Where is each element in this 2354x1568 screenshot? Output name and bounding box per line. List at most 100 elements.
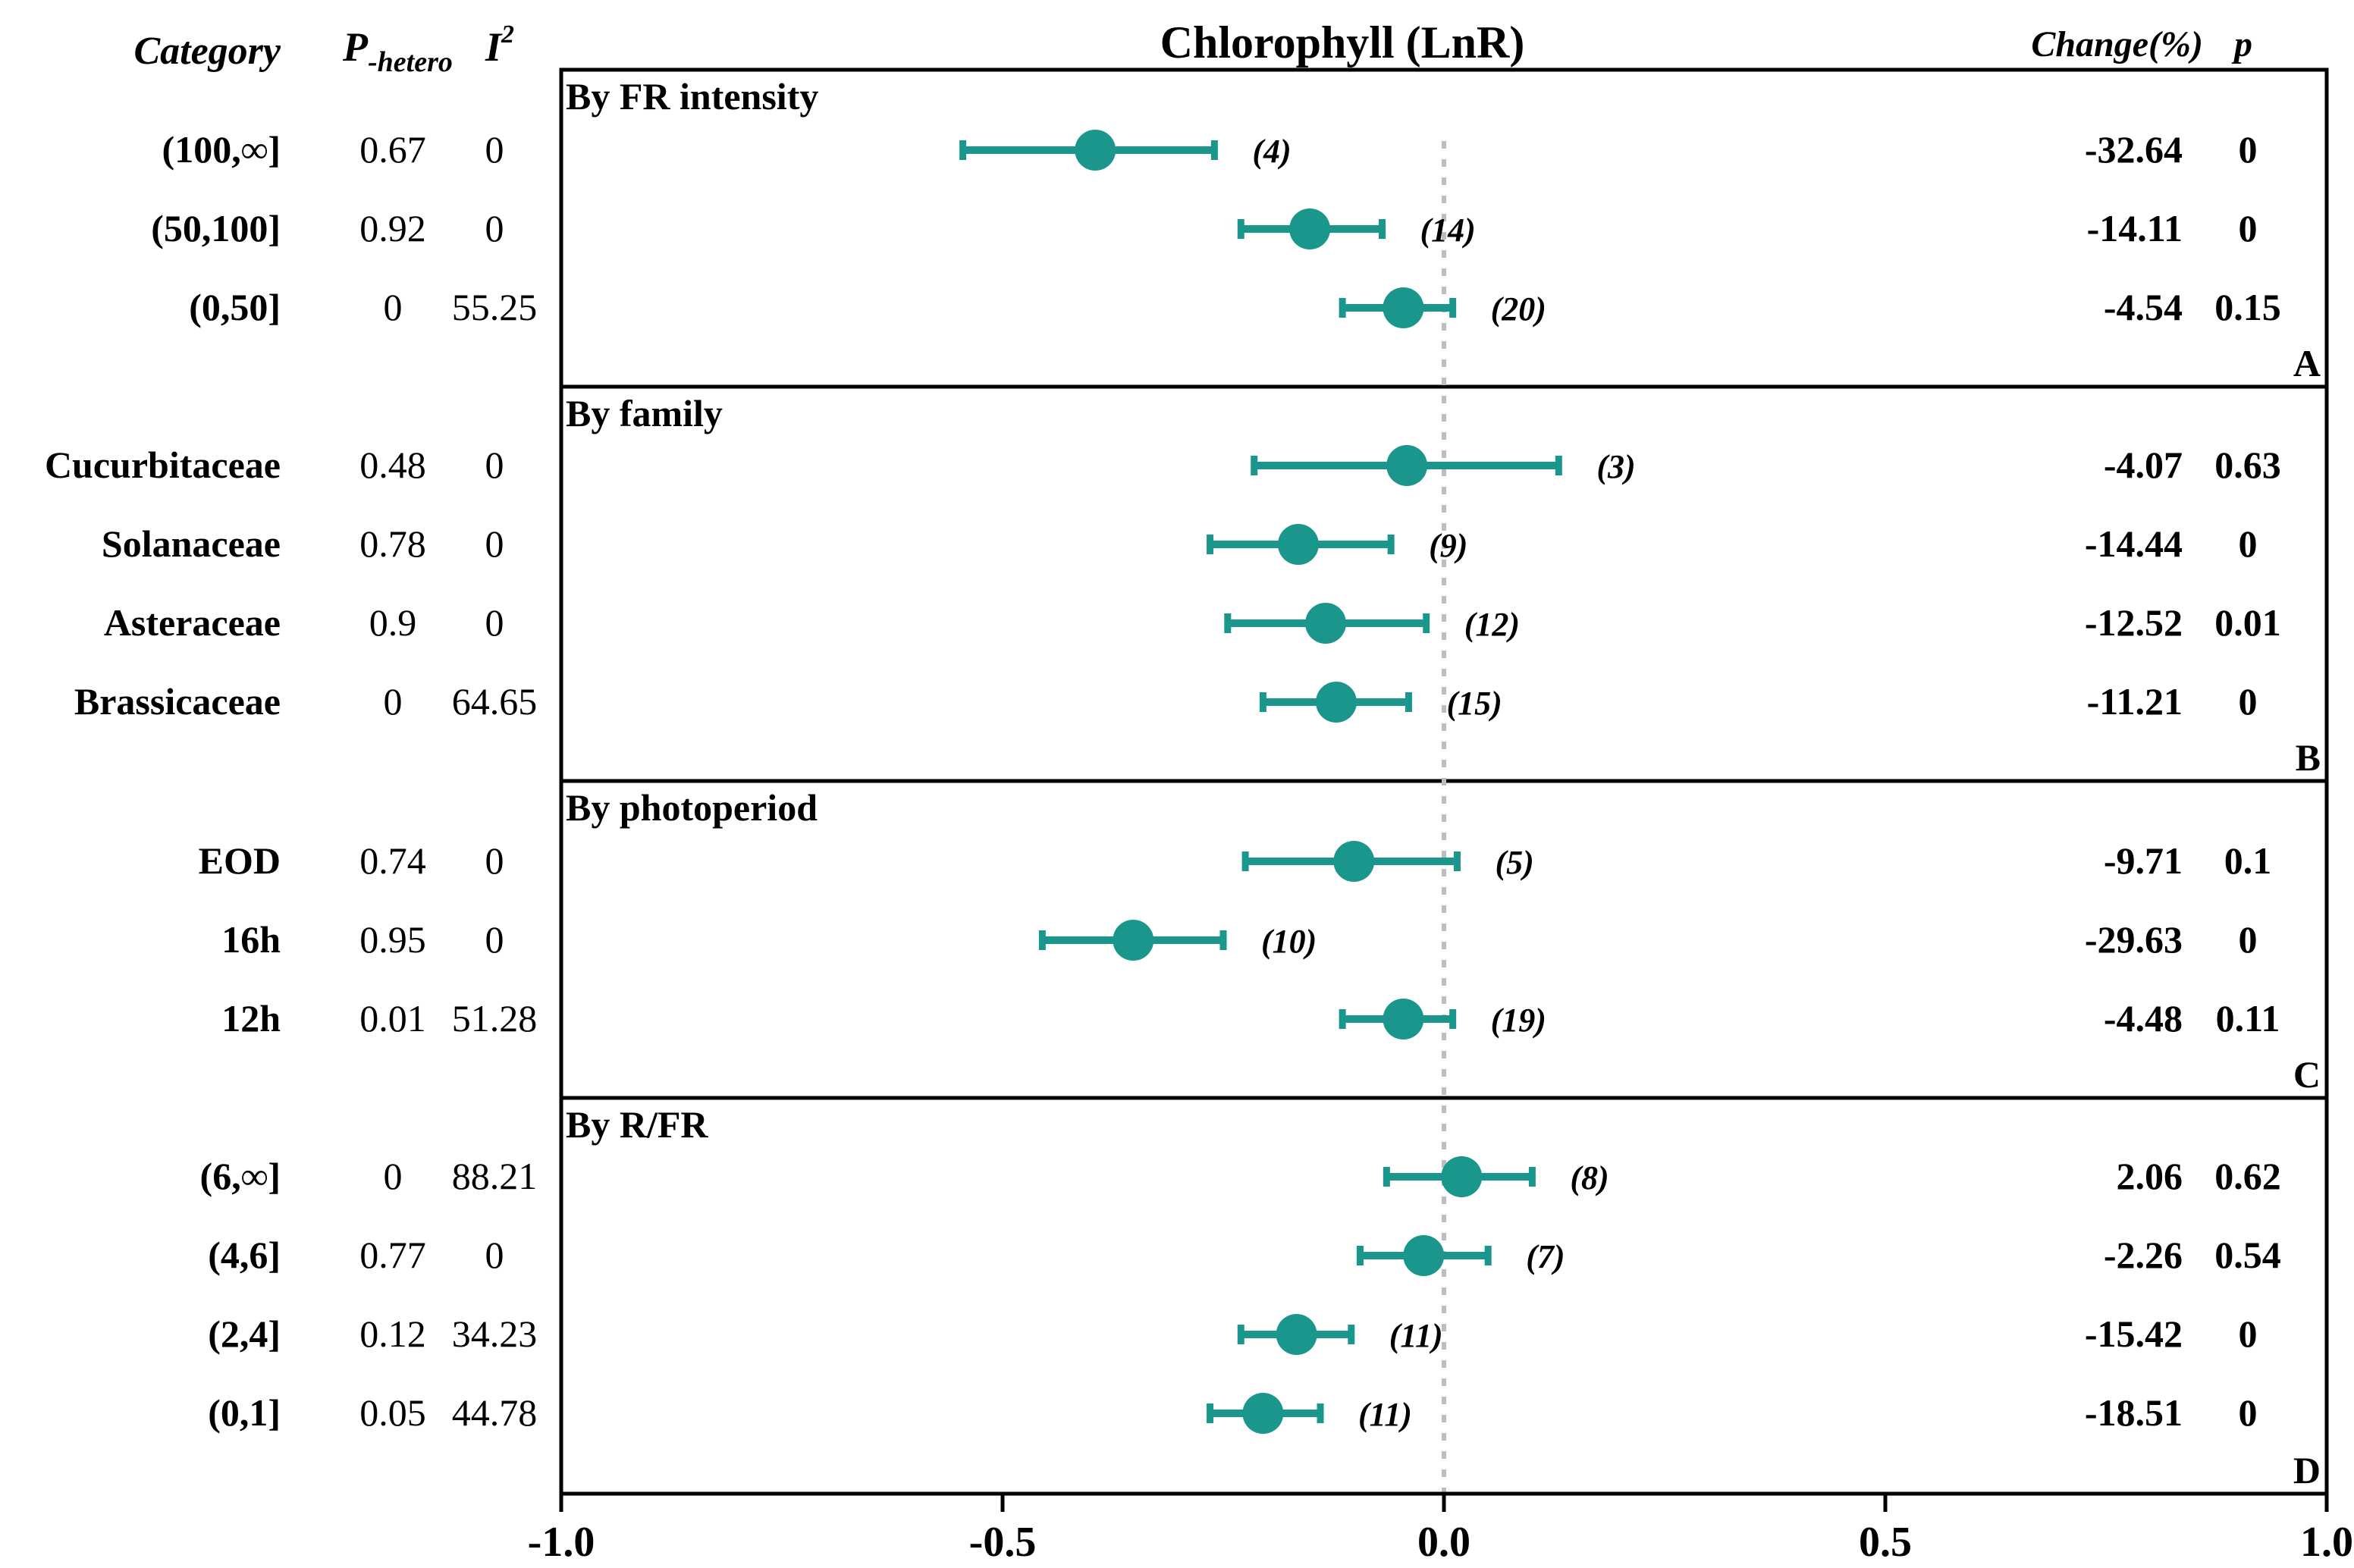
mean-point	[1315, 682, 1357, 723]
p-value: 0.1	[2224, 839, 2272, 882]
mean-point	[1383, 999, 1424, 1040]
panel-letter: C	[2293, 1053, 2321, 1096]
change-value: -14.44	[2085, 522, 2183, 565]
p-hetero-value: 0.74	[359, 839, 426, 882]
category-label: (6,∞]	[200, 1155, 281, 1197]
category-label: (0,50]	[189, 286, 281, 328]
p-hetero-value: 0	[384, 1155, 403, 1197]
p-hetero-value: 0.9	[369, 601, 417, 644]
x-tick-label: -0.5	[969, 1519, 1037, 1566]
i2-value: 0	[485, 601, 504, 644]
mean-point	[1333, 841, 1375, 882]
category-label: Cucurbitaceae	[45, 444, 281, 486]
p-value: 0	[2239, 207, 2258, 249]
category-label: Brassicaceae	[74, 680, 281, 723]
p-value: 0.62	[2214, 1155, 2281, 1197]
p-header: p	[2231, 24, 2252, 64]
plot-area: (4) (14) (20) (3) (9) (12) (15) (5) (10) (19) (8) (…	[959, 130, 1636, 1494]
i2-header-main: I	[485, 24, 503, 70]
change-value: -15.42	[2085, 1312, 2183, 1355]
i2-value: 0	[485, 918, 504, 961]
sample-size-label: (3)	[1596, 448, 1635, 485]
i2-value: 55.25	[452, 286, 538, 328]
mean-point	[1075, 130, 1116, 171]
panel-title: By FR intensity	[566, 75, 818, 118]
p-value: 0.63	[2214, 444, 2281, 486]
change-value: -11.21	[2087, 680, 2183, 723]
sample-size-label: (7)	[1526, 1238, 1565, 1275]
p-hetero-value: 0.78	[359, 522, 426, 565]
i2-value: 0	[485, 128, 504, 171]
category-label: (2,4]	[208, 1312, 281, 1355]
x-tick-label: -1.0	[528, 1519, 595, 1566]
change-value: -9.71	[2104, 839, 2183, 882]
change-value: -2.26	[2104, 1234, 2183, 1276]
p-hetero-value: 0	[384, 680, 403, 723]
i2-value: 0	[485, 839, 504, 882]
x-tick-label: 0.5	[1859, 1519, 1912, 1566]
panel-frame	[559, 779, 2329, 1100]
panel-title: By photoperiod	[566, 786, 818, 829]
change-value: -18.51	[2085, 1391, 2183, 1434]
i2-value: 64.65	[452, 680, 538, 723]
x-tick-label: 1.0	[2300, 1519, 2353, 1566]
p-value: 0	[2239, 522, 2258, 565]
x-axis: -1.0 -0.5 0.0 0.5 1.0	[528, 1491, 2353, 1566]
category-label: 12h	[221, 997, 281, 1040]
i2-value: 44.78	[452, 1391, 538, 1434]
p-value: 0.01	[2214, 601, 2281, 644]
panels: By FR intensity A (100,∞] 0.67 0 -32.64 0 (50,1…	[45, 67, 2329, 1496]
sample-size-label: (11)	[1358, 1396, 1412, 1433]
p-value: 0	[2239, 128, 2258, 171]
mean-point	[1277, 524, 1319, 565]
p-hetero-value: 0.01	[359, 997, 426, 1040]
p-hetero-value: 0.92	[359, 207, 426, 249]
category-label: Asteraceae	[104, 601, 281, 644]
category-label: Solanaceae	[102, 522, 281, 565]
i2-value: 0	[485, 522, 504, 565]
sample-size-label: (4)	[1252, 133, 1291, 170]
p-hetero-header: P-hetero	[342, 24, 453, 78]
mean-point	[1403, 1235, 1445, 1276]
p-value: 0.54	[2214, 1234, 2281, 1276]
sample-size-label: (15)	[1446, 685, 1502, 722]
i2-value: 34.23	[452, 1312, 538, 1355]
p-value: 0.15	[2214, 286, 2281, 328]
p-hetero-value: 0.12	[359, 1312, 426, 1355]
change-value: -4.48	[2104, 997, 2183, 1040]
mean-point	[1305, 603, 1347, 644]
mean-point	[1289, 209, 1331, 249]
panel-letter: D	[2293, 1449, 2321, 1491]
change-value: -32.64	[2085, 128, 2183, 171]
p-value: 0	[2239, 1391, 2258, 1434]
column-headers: Category P-hetero I2 Chlorophyll (LnR) C…	[133, 17, 2252, 78]
p-hetero-value: 0	[384, 286, 403, 328]
i2-header-sup: 2	[501, 20, 514, 49]
mean-point	[1276, 1314, 1317, 1355]
category-label: (50,100]	[151, 207, 281, 249]
sample-size-label: (5)	[1495, 844, 1533, 881]
mean-point	[1242, 1393, 1284, 1434]
panel-title: By R/FR	[566, 1103, 708, 1146]
category-label: EOD	[199, 839, 281, 882]
change-value: -29.63	[2085, 918, 2183, 961]
i2-value: 0	[485, 207, 504, 249]
p-hetero-value: 0.48	[359, 444, 426, 486]
i2-value: 0	[485, 444, 504, 486]
i2-value: 51.28	[452, 997, 538, 1040]
category-header: Category	[133, 30, 281, 73]
chart-title: Chlorophyll (LnR)	[1160, 17, 1525, 67]
panel-letter: A	[2293, 342, 2321, 384]
p-value: 0	[2239, 1312, 2258, 1355]
category-label: (0,1]	[208, 1391, 281, 1434]
mean-point	[1383, 287, 1424, 328]
p-hetero-value: 0.95	[359, 918, 426, 961]
category-label: 16h	[221, 918, 281, 961]
p-hetero-value: 0.77	[359, 1234, 426, 1276]
sample-size-label: (20)	[1491, 290, 1546, 328]
change-value: -14.11	[2087, 207, 2183, 249]
sample-size-label: (14)	[1420, 212, 1476, 249]
i2-value: 0	[485, 1234, 504, 1276]
p-value: 0	[2239, 918, 2258, 961]
